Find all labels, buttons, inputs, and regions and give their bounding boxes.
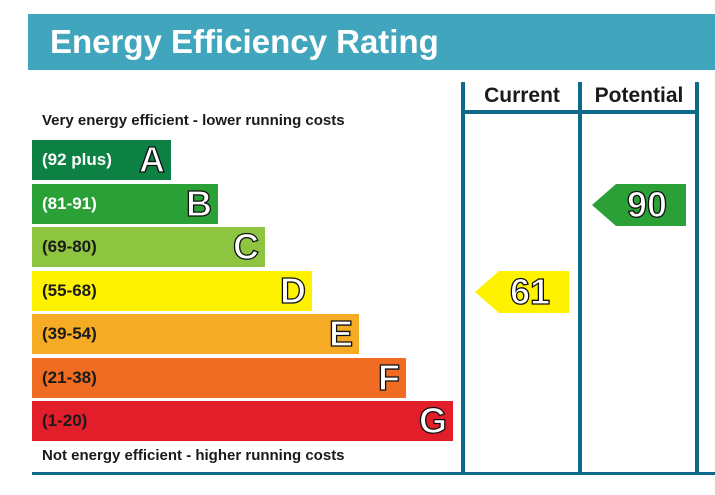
band-f-letter: F: [377, 356, 400, 398]
band-b-range: (81-91): [42, 193, 97, 213]
band-f-range: (21-38): [42, 367, 97, 387]
potential-rating-arrow-fill: [592, 183, 686, 226]
band-f: (21-38) F: [32, 356, 406, 398]
potential-column-header: Potential: [594, 84, 684, 107]
band-c: (69-80) C: [32, 225, 265, 268]
title-bar: Energy Efficiency Rating: [28, 14, 715, 70]
current-rating-arrow-shape: [475, 270, 569, 313]
bottom-rule: [32, 472, 715, 475]
current-rating-arrow-fill: [475, 270, 569, 313]
current-rating-value: 61: [509, 270, 551, 312]
band-c-letter: C: [232, 225, 259, 267]
band-g: (1-20) G: [32, 399, 453, 442]
band-b-letter: B: [185, 182, 212, 224]
band-g-range: (1-20): [42, 411, 88, 430]
potential-column-right-border: [695, 82, 699, 475]
column-header-rule: [461, 110, 699, 114]
band-g-letter: G: [418, 399, 447, 441]
band-a: (92 plus) A: [32, 138, 171, 181]
band-d-letter: D: [279, 269, 306, 311]
band-e: (39-54) E: [32, 312, 359, 355]
band-d-range: (55-68): [42, 280, 97, 300]
band-e-range: (39-54): [42, 324, 97, 343]
bottom-caption: Not energy efficient - higher running co…: [42, 447, 345, 464]
column-divider: [578, 82, 582, 475]
band-c-range: (69-80): [42, 237, 97, 256]
band-e-letter: E: [328, 312, 353, 354]
potential-rating-arrow: 90: [592, 183, 686, 226]
top-caption: Very energy efficient - lower running co…: [42, 112, 345, 129]
current-column-header: Current: [484, 84, 560, 107]
current-rating-arrow: 61: [475, 270, 569, 313]
band-d: (55-68) D: [32, 269, 312, 311]
band-a-letter: A: [138, 138, 165, 180]
potential-rating-value: 90: [626, 183, 668, 225]
page-title: Energy Efficiency Rating: [50, 23, 439, 60]
current-column-left-border: [461, 82, 465, 475]
potential-rating-arrow-shape: [592, 183, 686, 226]
band-b: (81-91) B: [32, 182, 218, 224]
band-a-range: (92 plus): [42, 150, 112, 169]
